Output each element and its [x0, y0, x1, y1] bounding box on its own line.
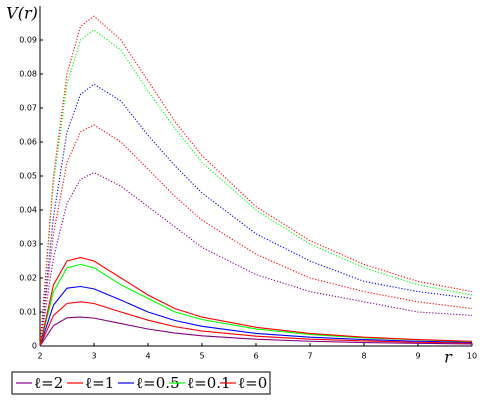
curve — [39, 124, 473, 347]
curve — [39, 285, 473, 347]
curve — [39, 316, 473, 347]
y-tick-label: 0.04 — [19, 206, 37, 215]
curve — [39, 83, 473, 347]
y-tick-label: 0.05 — [19, 172, 37, 181]
y-tick-label: 0.08 — [19, 70, 37, 79]
legend-label: ℓ=1 — [85, 374, 114, 392]
curve — [39, 263, 473, 347]
y-tick-label: 0.02 — [19, 274, 37, 283]
curve — [39, 29, 473, 347]
y-tick-label: 0.09 — [19, 36, 37, 45]
y-axis-label: V(r) — [6, 4, 38, 23]
legend-label: ℓ=2 — [34, 374, 63, 392]
y-tick-label: 0.07 — [19, 104, 37, 113]
x-tick-label: 7 — [307, 352, 312, 361]
legend-label: ℓ=0 — [238, 374, 267, 392]
legend-box — [11, 371, 271, 395]
x-tick-label: 4 — [145, 352, 150, 361]
y-tick-label: 0 — [32, 342, 37, 351]
x-tick-label: 8 — [361, 352, 366, 361]
x-tick-label: 5 — [199, 352, 204, 361]
curve — [39, 15, 473, 347]
x-tick-label: 3 — [91, 352, 96, 361]
x-tick-label: 2 — [37, 352, 42, 361]
x-tick-label: 9 — [415, 352, 420, 361]
y-tick-label: 0.06 — [19, 138, 37, 147]
curve — [39, 257, 473, 347]
y-tick-label: 0.01 — [19, 308, 37, 317]
y-tick-label: 0.03 — [19, 240, 37, 249]
curve — [39, 301, 473, 347]
legend-label: ℓ=0.5 — [136, 374, 180, 392]
x-tick-label: 6 — [253, 352, 258, 361]
curve — [39, 171, 473, 347]
legend-label: ℓ=0.1 — [187, 374, 231, 392]
x-axis-label: r — [444, 348, 453, 367]
x-tick-label: 10 — [467, 352, 477, 361]
